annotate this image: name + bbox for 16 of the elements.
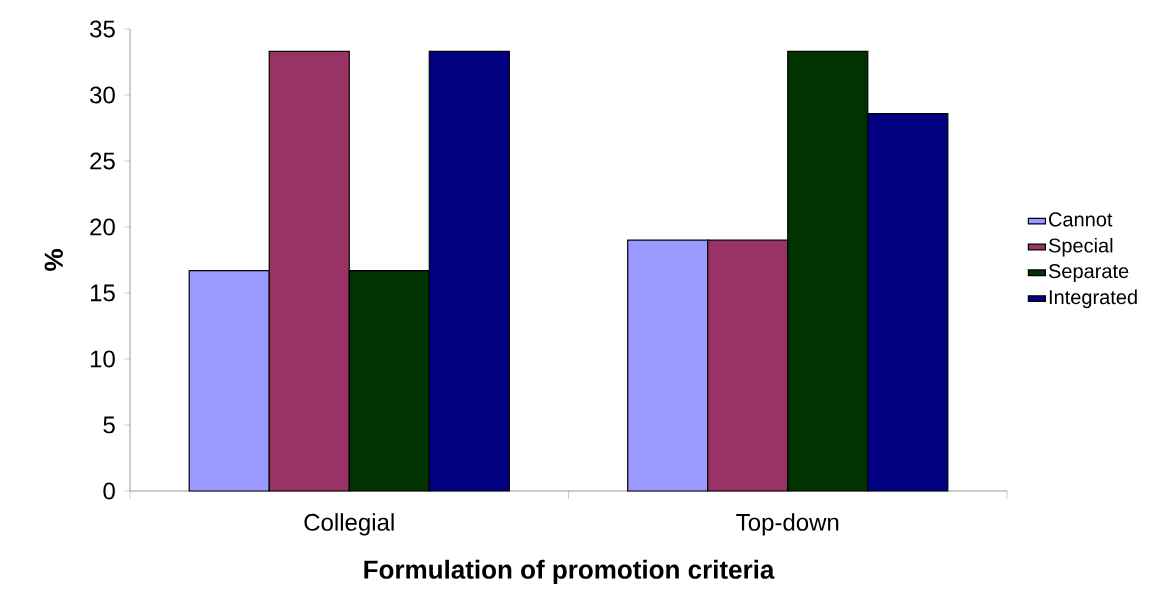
legend-label: Special [1048,237,1113,257]
y-tick-label: 10 [90,350,115,368]
legend-label: Integrated [1049,289,1137,309]
y-tick-label: 30 [90,86,115,104]
legend-label: Cannot [1049,212,1113,227]
y-tick-label: 20 [90,218,115,236]
y-tick-label: 15 [90,284,115,302]
y-axis-title: % [44,249,63,271]
x-tick-label: Top-down [736,513,839,536]
y-tick-label: 35 [90,20,115,38]
y-tick-label: 0 [103,482,115,500]
y-tick-label: 5 [103,416,115,434]
legend-label: Separate [1048,264,1129,283]
x-tick-label: Collegial [304,513,394,536]
y-tick-label: 25 [90,152,115,170]
x-axis-title: Formulation of promotion criteria [364,559,775,584]
